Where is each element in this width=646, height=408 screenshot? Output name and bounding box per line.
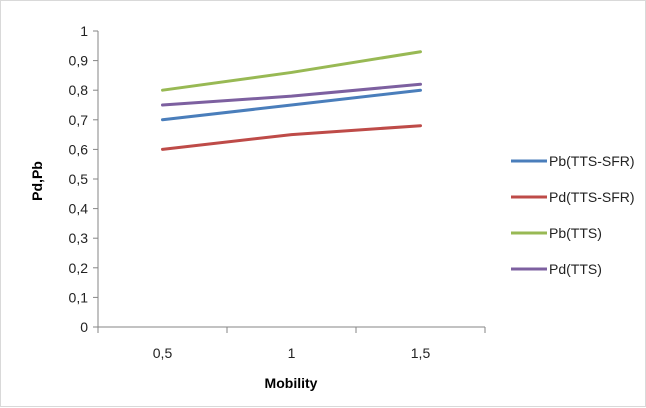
legend-entry: Pb(TTS-SFR) [549,153,635,169]
series-line [161,124,422,151]
y-tick-label: 0,1 [69,289,89,305]
legend-entry: Pd(TTS) [549,261,602,277]
y-tick-label: 0,9 [69,53,89,69]
y-tick-label: 0,2 [69,260,89,276]
x-tick-label: 1,5 [411,345,431,361]
series-line [161,82,422,107]
y-tick-label: 1 [80,23,88,39]
legend-entry: Pd(TTS-SFR) [549,189,635,205]
x-axis-ticks: 0,5 1 1,5 [97,327,486,361]
y-tick-label: 0,8 [69,82,89,98]
y-tick-label: 0,6 [69,141,89,157]
y-tick-label: 0,3 [69,230,89,246]
x-tick-label: 0,5 [153,345,173,361]
legend: Pb(TTS-SFR) Pd(TTS-SFR) Pb(TTS) Pd(TTS) [511,153,635,277]
y-tick-label: 0 [80,319,88,335]
y-axis-ticks: 0 0,1 0,2 0,3 0,4 0,5 0,6 0,7 0,8 0,9 1 [69,23,98,335]
series-line [161,50,422,92]
legend-entry: Pb(TTS) [549,225,602,241]
y-tick-label: 0,5 [69,171,89,187]
series-lines [161,50,422,151]
x-tick-label: 1 [288,345,296,361]
y-tick-label: 0,7 [69,112,89,128]
y-axis-title: Pd,Pb [29,161,45,201]
axes [97,31,485,328]
y-tick-label: 0,4 [69,201,89,217]
x-axis-title: Mobility [265,375,318,391]
series-line [161,88,422,122]
